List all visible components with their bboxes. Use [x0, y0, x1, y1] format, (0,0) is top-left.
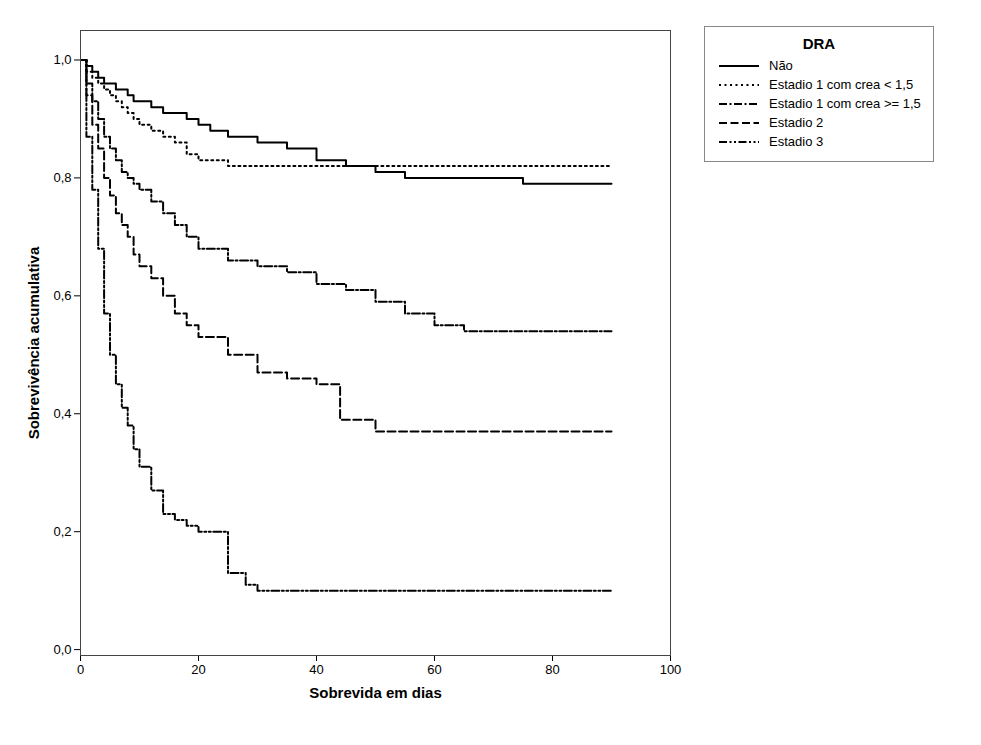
html-text:Estadio 3: Estadio 3	[769, 134, 824, 149]
svg-text:100: 100	[660, 662, 682, 677]
svg-text:20: 20	[191, 662, 205, 677]
html-text:Estadio 1 com crea < 1,5: Estadio 1 com crea < 1,5	[769, 77, 914, 92]
svg-text:80: 80	[545, 662, 559, 677]
svg-text:40: 40	[309, 662, 323, 677]
html-text:Estadio 1 com crea >= 1,5: Estadio 1 com crea >= 1,5	[769, 96, 921, 111]
html-text:Não: Não	[769, 58, 793, 73]
svg-text:Sobrevivência acumulativa: Sobrevivência acumulativa	[25, 246, 42, 439]
svg-text:0: 0	[77, 662, 84, 677]
svg-text:Sobrevida em dias: Sobrevida em dias	[309, 684, 442, 701]
html-text:Estadio 2: Estadio 2	[769, 115, 824, 130]
svg-text:0,6: 0,6	[53, 288, 71, 303]
svg-text:0,8: 0,8	[53, 170, 71, 185]
html-text:DRA: DRA	[802, 35, 836, 52]
svg-text:0,4: 0,4	[53, 406, 71, 421]
svg-text:60: 60	[427, 662, 441, 677]
svg-text:0,0: 0,0	[53, 642, 71, 657]
svg-text:1,0: 1,0	[53, 52, 71, 67]
svg-text:0,2: 0,2	[53, 524, 71, 539]
